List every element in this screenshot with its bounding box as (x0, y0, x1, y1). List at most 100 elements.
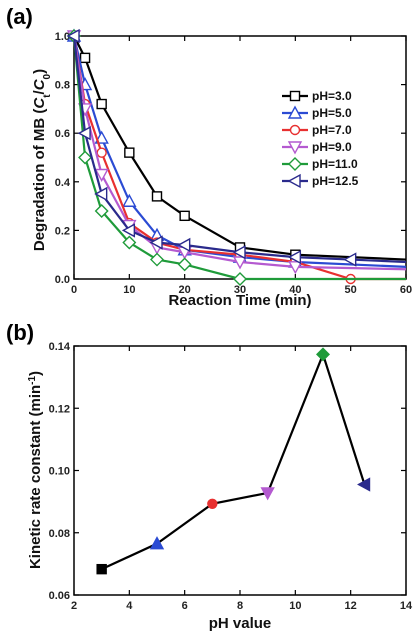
data-point (232, 256, 248, 270)
series-line (72, 35, 407, 268)
panel-b-xtick-label: 12 (345, 600, 357, 612)
panel-a-xtick-label: 50 (345, 284, 357, 296)
panel-a-legend: pH=3.0 pH=5.0 pH=7.0 pH=9.0 pH=11.0 pH=12.5 (282, 89, 359, 189)
legend-marker (289, 124, 301, 136)
series-line (72, 35, 407, 271)
data-point (232, 245, 246, 260)
data-point (288, 261, 303, 275)
panel-a-ytick-label: 1.0 (55, 31, 70, 43)
panel-b-xtick-label: 6 (182, 600, 188, 612)
panel-b-chart: 2 4 6 8 10 12 140.060.080.100.120.14 pH value … (27, 341, 413, 632)
data-point (122, 193, 137, 207)
legend-marker (287, 173, 301, 189)
data-point (66, 28, 80, 44)
series-pH=12.5 (66, 28, 407, 267)
series-line (72, 35, 406, 281)
rate-point (316, 347, 330, 362)
panel-b-xtick-label: 4 (126, 600, 133, 612)
data-point (121, 223, 136, 238)
data-point (149, 235, 163, 250)
panel-b-ytick-label: 0.06 (49, 590, 70, 602)
rate-point (260, 487, 275, 501)
legend-entry: pH=5.0 (312, 106, 352, 120)
data-point (96, 98, 107, 110)
legend-entry: pH=7.0 (312, 123, 352, 137)
ylabel-t-sub: t (42, 94, 53, 98)
legend-entry: pH=3.0 (312, 89, 352, 103)
rate-point (149, 536, 165, 550)
panel-a-ylabel: Degradation of MB (Ct/C0) (31, 69, 53, 251)
panel-a-xtick-label: 30 (234, 284, 246, 296)
ylabel-close: ) (31, 69, 48, 74)
data-point (150, 252, 164, 267)
panel-a-ytick-label: 0.2 (55, 225, 70, 237)
data-point (94, 186, 108, 202)
legend-marker (287, 105, 303, 119)
series-pH=3.0 (68, 30, 407, 261)
rate-point (357, 477, 371, 492)
panel-b-label: (b) (6, 320, 34, 345)
panel-a-series (66, 28, 407, 286)
panel-a-label: (a) (6, 4, 33, 29)
ylabel-b-main: Kinetic rate constant (min (27, 385, 44, 569)
panel-b-series (96, 347, 371, 575)
panel-b-xlabel: pH value (209, 615, 272, 632)
legend-marker (289, 90, 301, 102)
panel-b-ticks: 2 4 6 8 10 12 14 0.06 0.08 0.10 0.12 0.14 (49, 341, 413, 612)
panel-b-ytick-label: 0.12 (49, 403, 70, 415)
ylabel-ct: C (31, 97, 48, 109)
legend-marker (288, 157, 302, 171)
panel-b-xtick-label: 14 (400, 600, 413, 612)
rate-point (207, 498, 218, 510)
panel-a-xtick-label: 20 (179, 284, 191, 296)
data-point (122, 235, 137, 250)
legend-entry: pH=12.5 (312, 174, 359, 188)
series-pH=11.0 (67, 29, 406, 286)
data-point (94, 130, 109, 144)
panel-a-xtick-label: 60 (400, 284, 412, 296)
legend-marker (287, 141, 303, 155)
data-point (343, 252, 357, 267)
data-point (78, 150, 93, 165)
data-point (96, 147, 107, 158)
ylabel-0-sub: 0 (42, 73, 53, 79)
panel-a-ytick-label: 0.6 (55, 128, 70, 140)
ylabel-slash: / (31, 89, 48, 94)
data-point (177, 257, 192, 272)
data-point (124, 147, 135, 158)
ylabel-prefix: Degradation of MB ( (31, 109, 48, 252)
panel-b-xtick-label: 8 (237, 600, 243, 612)
series-pH=9.0 (66, 30, 407, 275)
ylabel-c0: C (31, 78, 48, 90)
panel-a-ytick-label: 0.8 (55, 80, 70, 92)
data-point (94, 168, 109, 182)
panel-a-ticks: 0 10 20 30 40 50 60 0.0 0.2 0.4 0.6 0.8 1.0 (55, 31, 412, 296)
panel-b-ytick-label: 0.08 (49, 528, 70, 540)
legend-entry: pH=9.0 (312, 140, 352, 154)
data-point (179, 210, 190, 222)
data-point (233, 272, 247, 286)
rate-constant-line (101, 351, 366, 571)
data-point (151, 191, 163, 202)
panel-b-ytick-label: 0.14 (49, 341, 71, 353)
series-line (73, 35, 407, 261)
panel-a-xtick-label: 10 (123, 284, 135, 296)
data-point (79, 52, 91, 64)
panel-a-chart: 0 10 20 30 40 50 600.00.20.40.60.81.0 pH=3.0pH… (31, 28, 412, 309)
panel-a-xlabel: Reaction Time (min) (168, 292, 311, 309)
panel-b-ylabel: Kinetic rate constant (min-1) (27, 371, 45, 569)
panel-b-xtick-label: 2 (71, 600, 77, 612)
legend-entry: pH=11.0 (312, 157, 358, 171)
series-line (72, 35, 407, 264)
panel-a-ytick-label: 0.4 (55, 177, 71, 189)
panel-b-xtick-label: 10 (289, 600, 301, 612)
data-point (287, 249, 302, 265)
panel-a-xtick-label: 40 (289, 284, 301, 296)
ylabel-b-close: ) (27, 371, 44, 376)
rate-point (96, 563, 107, 575)
panel-b-frame (73, 345, 407, 596)
panel-a-xtick-label: 0 (71, 284, 77, 296)
series-line (72, 35, 406, 281)
data-point (177, 237, 191, 253)
